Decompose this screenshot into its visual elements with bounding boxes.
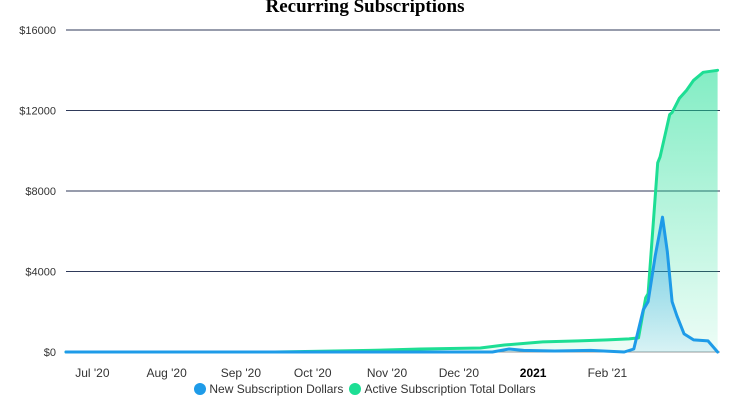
x-tick-label: Jul '20 — [75, 366, 110, 380]
x-tick-label: Sep '20 — [221, 366, 262, 380]
x-tick-label: Aug '20 — [146, 366, 187, 380]
chart-legend: New Subscription Dollars Active Subscript… — [0, 382, 730, 396]
x-tick-label: Feb '21 — [588, 366, 628, 380]
active-subscription-area — [66, 70, 718, 353]
x-tick-label: Dec '20 — [439, 366, 480, 380]
active-subscription-line — [64, 68, 720, 354]
x-tick-label: 2021 — [520, 366, 547, 380]
legend-swatch — [194, 383, 207, 395]
legend-item[interactable]: New Subscription Dollars — [194, 382, 343, 396]
y-tick-label: $4000 — [25, 267, 56, 279]
y-tick-label: $16000 — [19, 25, 56, 37]
x-tick-label: Oct '20 — [294, 366, 332, 380]
legend-item[interactable]: Active Subscription Total Dollars — [349, 382, 536, 396]
new-subscription-area — [66, 217, 718, 352]
y-tick-label: $0 — [44, 347, 56, 359]
legend-label: New Subscription Dollars — [209, 382, 344, 396]
new-subscription-line — [64, 215, 720, 354]
y-tick-label: $8000 — [25, 186, 56, 198]
chart-title: Recurring Subscriptions — [265, 0, 465, 17]
legend-swatch — [349, 383, 362, 395]
y-tick-label: $12000 — [19, 106, 56, 118]
x-tick-label: Nov '20 — [367, 366, 408, 380]
legend-label: Active Subscription Total Dollars — [364, 382, 536, 396]
